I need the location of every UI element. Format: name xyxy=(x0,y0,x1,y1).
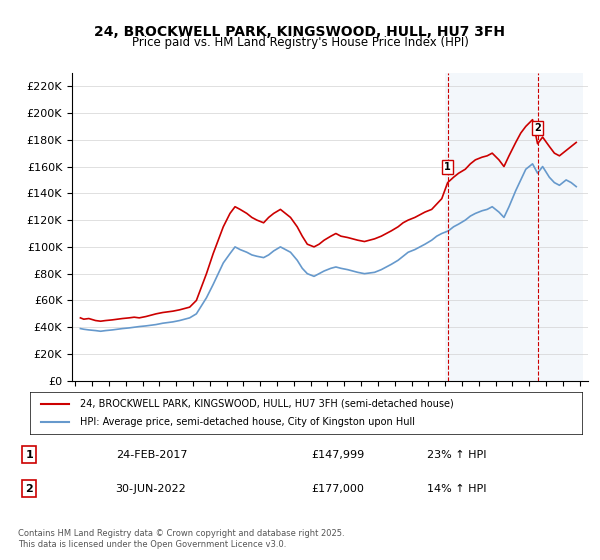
Text: 1: 1 xyxy=(25,450,33,460)
Text: £177,000: £177,000 xyxy=(311,484,364,494)
Text: Price paid vs. HM Land Registry's House Price Index (HPI): Price paid vs. HM Land Registry's House … xyxy=(131,36,469,49)
Text: 24-FEB-2017: 24-FEB-2017 xyxy=(116,450,187,460)
Text: HPI: Average price, semi-detached house, City of Kingston upon Hull: HPI: Average price, semi-detached house,… xyxy=(80,417,415,427)
Text: 1: 1 xyxy=(444,162,451,172)
Text: 24, BROCKWELL PARK, KINGSWOOD, HULL, HU7 3FH (semi-detached house): 24, BROCKWELL PARK, KINGSWOOD, HULL, HU7… xyxy=(80,399,454,409)
Text: 23% ↑ HPI: 23% ↑ HPI xyxy=(427,450,486,460)
Text: 14% ↑ HPI: 14% ↑ HPI xyxy=(427,484,486,494)
Text: 24, BROCKWELL PARK, KINGSWOOD, HULL, HU7 3FH: 24, BROCKWELL PARK, KINGSWOOD, HULL, HU7… xyxy=(95,25,505,39)
Text: 30-JUN-2022: 30-JUN-2022 xyxy=(116,484,187,494)
Bar xyxy=(445,73,583,381)
Text: £147,999: £147,999 xyxy=(311,450,365,460)
Text: 2: 2 xyxy=(534,123,541,133)
Text: 2: 2 xyxy=(25,484,33,494)
Text: Contains HM Land Registry data © Crown copyright and database right 2025.
This d: Contains HM Land Registry data © Crown c… xyxy=(18,529,344,549)
